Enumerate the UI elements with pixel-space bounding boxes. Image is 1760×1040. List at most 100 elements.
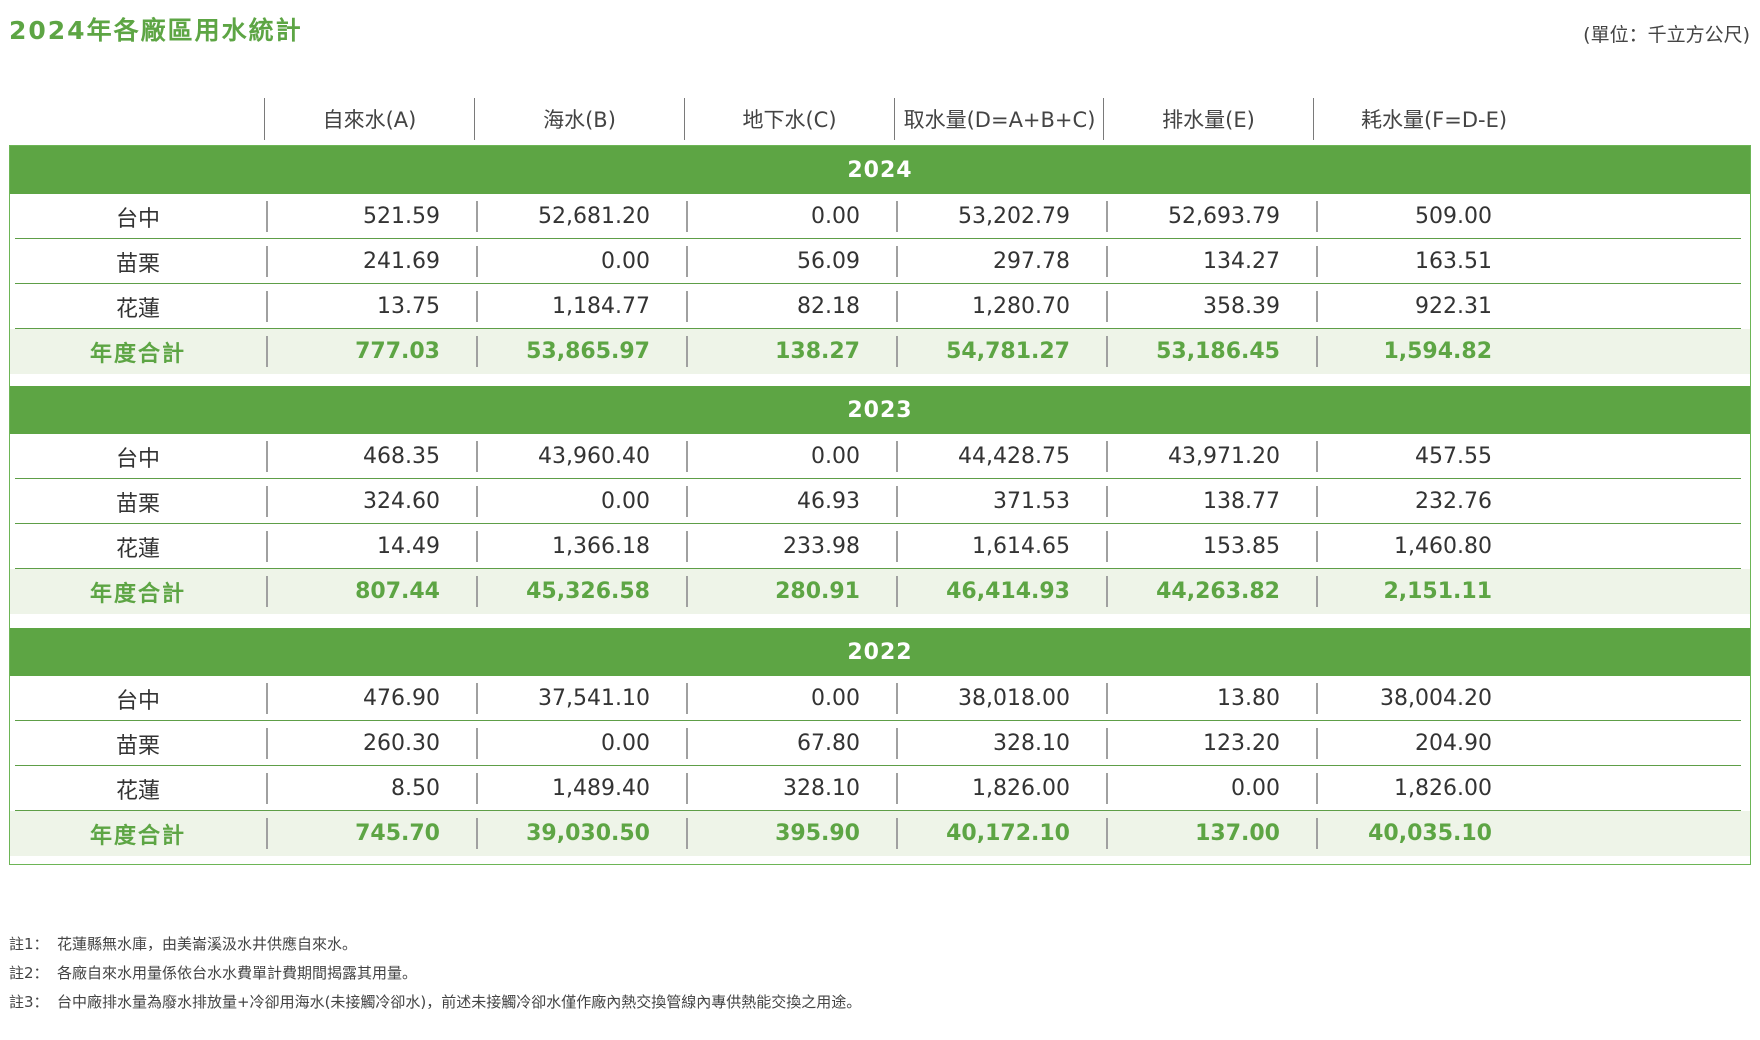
value-cell: 43,971.20 xyxy=(1168,444,1280,469)
cell-separator xyxy=(896,576,898,607)
value-cell: 163.51 xyxy=(1415,249,1492,274)
header-separator xyxy=(684,98,685,140)
total-row: 年度合計 777.03 53,865.97 138.27 54,781.27 53,186… xyxy=(10,329,1750,374)
cell-separator xyxy=(686,818,688,849)
total-label: 年度合計 xyxy=(89,341,186,367)
cell-separator xyxy=(266,246,268,277)
value-cell: 53,202.79 xyxy=(958,204,1070,229)
cell-separator xyxy=(266,441,268,472)
value-cell: 1,594.82 xyxy=(1383,339,1492,364)
cell-separator xyxy=(476,818,478,849)
footnote: 註2： 各廠自來水用量係依台水水費單計費期間揭露其用量。 xyxy=(9,959,1709,988)
header-separator xyxy=(264,98,265,140)
header-separator xyxy=(1313,98,1314,140)
value-cell: 241.69 xyxy=(363,249,440,274)
plant-name: 花蓮 xyxy=(115,536,160,562)
cell-separator xyxy=(1106,441,1108,472)
cell-separator xyxy=(266,531,268,562)
column-headers: 自來水(A) 海水(B) 地下水(C) 取水量(D=A+B+C) 排水量(E) 耗水量(F… xyxy=(9,96,1751,142)
cell-separator xyxy=(896,773,898,804)
value-cell: 67.80 xyxy=(797,731,860,756)
value-cell: 1,614.65 xyxy=(972,534,1070,559)
value-cell: 13.75 xyxy=(377,294,440,319)
cell-separator xyxy=(266,291,268,322)
cell-separator xyxy=(476,441,478,472)
table-row: 花蓮 13.75 1,184.77 82.18 1,280.70 358.39 922.31 xyxy=(10,284,1750,329)
cell-separator xyxy=(1106,336,1108,367)
header-separator xyxy=(894,98,895,140)
cell-separator xyxy=(686,246,688,277)
total-row: 年度合計 745.70 39,030.50 395.90 40,172.10 137.00… xyxy=(10,811,1750,856)
row-divider xyxy=(15,810,1741,811)
cell-separator xyxy=(896,291,898,322)
value-cell: 1,826.00 xyxy=(1394,776,1492,801)
footnote-label: 註2： xyxy=(9,964,49,982)
cell-separator xyxy=(1316,576,1318,607)
table-row: 台中 468.35 43,960.40 0.00 44,428.75 43,971.20 4… xyxy=(10,434,1750,479)
cell-separator xyxy=(266,683,268,714)
value-cell: 40,172.10 xyxy=(946,821,1070,846)
column-header: 排水量(E) xyxy=(1162,108,1255,132)
cell-separator xyxy=(1316,486,1318,517)
value-cell: 0.00 xyxy=(811,204,860,229)
cell-separator xyxy=(686,291,688,322)
table-row: 花蓮 14.49 1,366.18 233.98 1,614.65 153.85 1,460… xyxy=(10,524,1750,569)
column-header: 地下水(C) xyxy=(742,108,837,132)
column-header: 海水(B) xyxy=(543,108,616,132)
value-cell: 137.00 xyxy=(1195,821,1280,846)
year-header: 2022 xyxy=(10,628,1750,676)
cell-separator xyxy=(1106,486,1108,517)
cell-separator xyxy=(896,683,898,714)
row-divider xyxy=(15,765,1741,766)
cell-separator xyxy=(1106,728,1108,759)
cell-separator xyxy=(476,683,478,714)
value-cell: 328.10 xyxy=(993,731,1070,756)
value-cell: 56.09 xyxy=(797,249,860,274)
cell-separator xyxy=(686,441,688,472)
value-cell: 0.00 xyxy=(601,249,650,274)
cell-separator xyxy=(266,576,268,607)
cell-separator xyxy=(476,336,478,367)
row-divider xyxy=(15,478,1741,479)
year-header: 2024 xyxy=(10,146,1750,194)
cell-separator xyxy=(1316,683,1318,714)
cell-separator xyxy=(476,291,478,322)
cell-separator xyxy=(476,246,478,277)
value-cell: 46.93 xyxy=(797,489,860,514)
value-cell: 922.31 xyxy=(1415,294,1492,319)
plant-name: 台中 xyxy=(115,688,160,714)
value-cell: 1,366.18 xyxy=(552,534,650,559)
cell-separator xyxy=(1316,291,1318,322)
value-cell: 138.27 xyxy=(775,339,860,364)
footnote: 註3： 台中廠排水量為廢水排放量+冷卻用海水(未接觸冷卻水)，前述未接觸冷卻水僅作… xyxy=(9,988,1709,1017)
row-divider xyxy=(15,568,1741,569)
value-cell: 0.00 xyxy=(811,444,860,469)
footnote-label: 註3： xyxy=(9,993,49,1011)
unit-label: (單位：千立方公尺) xyxy=(1583,24,1750,46)
value-cell: 260.30 xyxy=(363,731,440,756)
cell-separator xyxy=(1106,818,1108,849)
plant-name: 台中 xyxy=(115,206,160,232)
cell-separator xyxy=(1106,576,1108,607)
value-cell: 1,489.40 xyxy=(552,776,650,801)
table-row: 台中 521.59 52,681.20 0.00 53,202.79 52,693.79 5… xyxy=(10,194,1750,239)
cell-separator xyxy=(686,683,688,714)
value-cell: 280.91 xyxy=(775,579,860,604)
plant-name: 台中 xyxy=(115,446,160,472)
value-cell: 509.00 xyxy=(1415,204,1492,229)
cell-separator xyxy=(476,728,478,759)
footnote-text: 各廠自來水用量係依台水水費單計費期間揭露其用量。 xyxy=(57,964,418,982)
value-cell: 44,263.82 xyxy=(1156,579,1280,604)
cell-separator xyxy=(1316,773,1318,804)
cell-separator xyxy=(686,486,688,517)
value-cell: 39,030.50 xyxy=(526,821,650,846)
total-label: 年度合計 xyxy=(89,581,186,607)
value-cell: 134.27 xyxy=(1203,249,1280,274)
value-cell: 54,781.27 xyxy=(946,339,1070,364)
value-cell: 46,414.93 xyxy=(946,579,1070,604)
water-usage-table: 2024 台中 521.59 52,681.20 0.00 53,202.79 52,693… xyxy=(9,145,1751,865)
value-cell: 745.70 xyxy=(355,821,440,846)
cell-separator xyxy=(896,728,898,759)
total-row: 年度合計 807.44 45,326.58 280.91 46,414.93 44,263… xyxy=(10,569,1750,614)
cell-separator xyxy=(1106,531,1108,562)
